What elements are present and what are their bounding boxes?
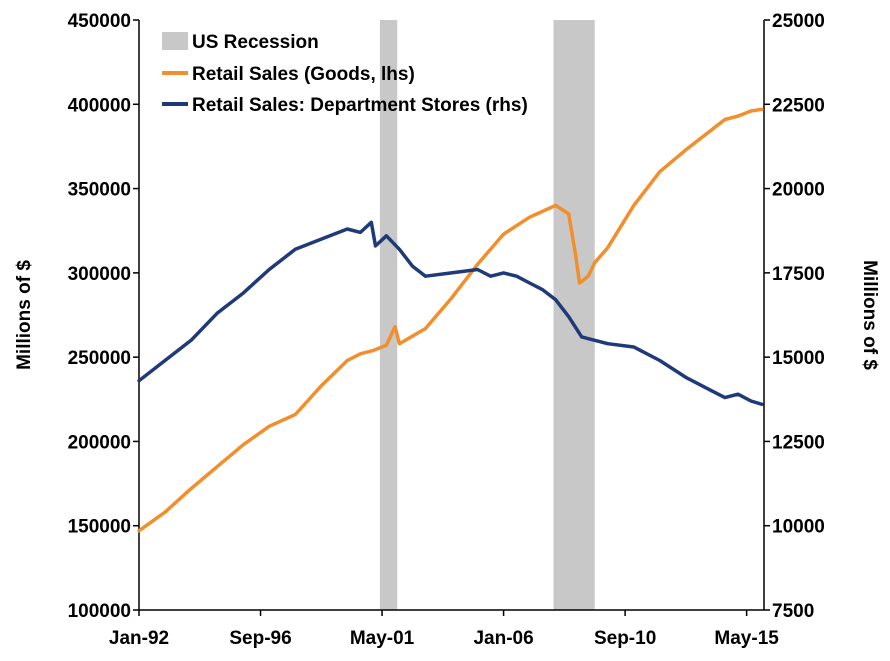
- y-left-tick-label: 350000: [68, 180, 131, 201]
- x-tick-label: Jan-06: [473, 628, 533, 649]
- y-right-tick-label: 15000: [772, 348, 825, 369]
- x-tick-label: Jan-92: [109, 628, 169, 649]
- series-line-retail-goods: [137, 107, 764, 533]
- recession-band-1: [379, 20, 398, 610]
- y-left-tick-label: 400000: [68, 95, 131, 116]
- x-tick-label: May-15: [714, 628, 779, 649]
- y-right-axis-title: Millions of $: [859, 260, 880, 370]
- y-left-tick-label: 150000: [68, 517, 131, 538]
- recession-bands: [379, 20, 595, 610]
- y-right-tick-label: 10000: [772, 517, 825, 538]
- legend-label-department-stores: Retail Sales: Department Stores (rhs): [192, 95, 528, 116]
- y-right-tick-label: 7500: [772, 601, 814, 622]
- series-line-department-stores: [137, 220, 764, 407]
- recession-band-2: [553, 20, 595, 610]
- legend-label-recession: US Recession: [192, 32, 319, 53]
- y-left-tick-label: 250000: [68, 348, 131, 369]
- y-left-tick-label: 200000: [68, 432, 131, 453]
- y-left-axis-title: Millions of $: [14, 260, 35, 370]
- y-right-tick-label: 17500: [772, 264, 825, 285]
- y-left-tick-label: 450000: [68, 11, 131, 32]
- y-right-tick-label: 25000: [772, 11, 825, 32]
- tick-labels: 100000 150000 200000 250000 300000 350000 4000…: [68, 11, 825, 649]
- x-tick-label: May-01: [350, 628, 415, 649]
- x-tick-label: Sep-10: [594, 628, 656, 649]
- y-right-tick-label: 12500: [772, 432, 825, 453]
- y-right-tick-label: 22500: [772, 95, 825, 116]
- y-right-tick-label: 20000: [772, 180, 825, 201]
- x-tick-label: Sep-96: [229, 628, 291, 649]
- legend-swatch-recession: [162, 32, 188, 50]
- axes: [133, 19, 770, 616]
- legend-label-retail-goods: Retail Sales (Goods, lhs): [192, 64, 415, 85]
- series-lines: [137, 107, 764, 533]
- y-left-tick-label: 100000: [68, 601, 131, 622]
- legend: US Recession Retail Sales (Goods, lhs) R…: [162, 32, 528, 116]
- y-left-tick-label: 300000: [68, 264, 131, 285]
